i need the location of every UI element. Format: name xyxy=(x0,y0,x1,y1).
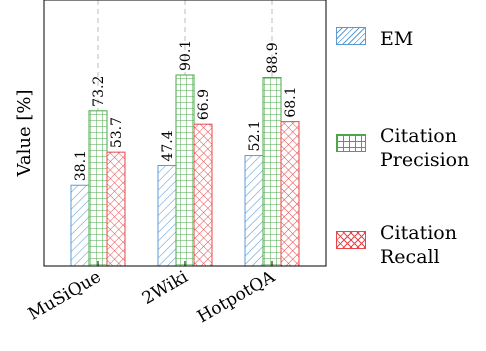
legend-item-citation-recall: Citation Recall xyxy=(336,221,486,269)
data-label-hotpotqa-citation-recall: 68.1 xyxy=(283,86,299,117)
legend-label-citation-recall: Citation Recall xyxy=(380,222,457,268)
bar-2wiki-citation-precision xyxy=(175,74,195,267)
data-label-musique-citation-precision: 73.2 xyxy=(91,76,107,107)
data-labels: 38.1 73.253.7 47.4 90.1 66.9 52.1 88.968.1 xyxy=(73,40,299,181)
legend-swatch-citation-precision xyxy=(336,134,366,152)
data-label-hotpotqa-citation-precision: 88.9 xyxy=(265,42,281,73)
data-label-2wiki-citation-precision: 90.1 xyxy=(178,40,194,71)
bar-musique-citation-recall xyxy=(106,151,126,267)
bar-hotpotqa-citation-recall xyxy=(280,121,300,267)
legend-label-em: EM xyxy=(380,28,414,50)
legend: EM Citation Precision Citation Recall xyxy=(336,0,486,351)
bar-musique-citation-precision xyxy=(88,110,108,267)
data-label-2wiki-citation-recall: 66.9 xyxy=(196,89,212,120)
data-label-hotpotqa-em: 52.1 xyxy=(247,120,263,151)
bar-musique-em xyxy=(70,184,90,267)
x-tick-label-hotpotqa: HotpotQA xyxy=(194,267,279,328)
legend-swatch-citation-recall xyxy=(336,231,366,249)
data-label-musique-em: 38.1 xyxy=(73,150,89,181)
bar-2wiki-citation-recall xyxy=(193,123,213,267)
y-axis-label: Value [%] xyxy=(14,90,35,178)
x-tick-labels: MuSiQue 2Wiki HotpotQA xyxy=(25,261,279,327)
legend-item-em: EM xyxy=(336,27,486,51)
legend-swatch-em xyxy=(336,27,366,45)
data-label-musique-citation-recall: 53.7 xyxy=(109,117,125,148)
bar-2wiki-em xyxy=(157,165,177,267)
x-tick-label-2wiki: 2Wiki xyxy=(139,267,192,309)
bar-hotpotqa-citation-precision xyxy=(262,77,282,267)
data-label-2wiki-em: 47.4 xyxy=(160,130,176,161)
legend-label-citation-precision: Citation Precision xyxy=(380,125,470,171)
bar-hotpotqa-em xyxy=(244,155,264,267)
x-tick-label-musique: MuSiQue xyxy=(25,267,105,325)
bars xyxy=(70,74,300,267)
legend-item-citation-precision: Citation Precision xyxy=(336,124,486,172)
